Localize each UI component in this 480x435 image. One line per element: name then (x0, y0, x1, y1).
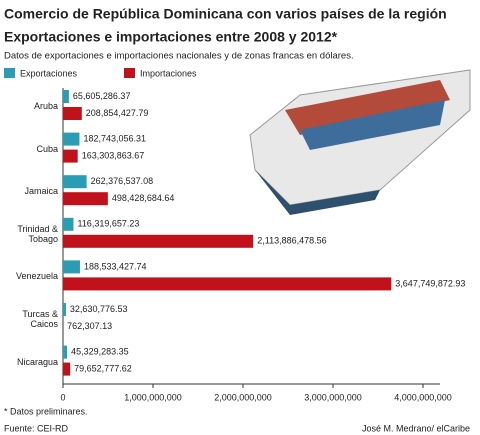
bar (63, 132, 80, 146)
value-label: 32,630,776.53 (70, 304, 128, 314)
value-label: 188,533,427.74 (84, 261, 147, 271)
x-tick-label: 1,000,000,000 (124, 392, 182, 402)
category-label: Jamaica (24, 186, 58, 197)
x-tick-label: 0 (60, 392, 65, 402)
chart-title: Comercio de República Dominicana con var… (4, 6, 447, 22)
value-label: 3,647,749,872.93 (395, 278, 465, 288)
value-label: 163,303,863.67 (82, 150, 145, 160)
footnote: * Datos preliminares. (4, 406, 88, 416)
value-label: 45,329,283.35 (71, 346, 129, 356)
bar (63, 303, 66, 316)
bar (63, 175, 87, 189)
legend-swatch (124, 68, 135, 78)
x-tick-label: 2,000,000,000 (214, 392, 272, 402)
value-label: 208,854,427.79 (86, 108, 149, 118)
bar (63, 345, 68, 359)
value-label: 65,605,286.37 (73, 91, 131, 101)
bar (63, 260, 80, 274)
legend-swatch (4, 68, 15, 78)
legend-label: Exportaciones (20, 68, 78, 78)
value-label: 79,652,777.62 (74, 363, 132, 373)
chart-subtitle: Exportaciones e importaciones entre 2008… (4, 29, 338, 45)
bar (63, 217, 74, 231)
category-label: Nicaragua (16, 356, 58, 367)
category-label: Aruba (33, 101, 58, 111)
bar (63, 192, 108, 206)
value-label: 262,376,537.08 (91, 176, 154, 186)
value-label: 182,743,056.31 (83, 133, 146, 143)
bar (63, 362, 71, 376)
legend-label: Importaciones (140, 68, 197, 78)
bar (63, 149, 78, 163)
value-label: 498,428,684.64 (112, 193, 175, 203)
chart-description: Datos de exportaciones e importaciones n… (4, 51, 354, 62)
x-tick-label: 4,000,000,000 (394, 392, 452, 402)
x-tick-label: 3,000,000,000 (304, 392, 362, 402)
value-label: 762,307.13 (67, 321, 112, 331)
credit: José M. Medrano/ elCaribe (362, 423, 470, 433)
bar (63, 90, 69, 103)
bar (63, 277, 392, 291)
source: Fuente: CEI-RD (4, 423, 69, 433)
category-label: Turcas & Caicos (22, 309, 58, 329)
ship-illustration (249, 69, 471, 215)
bar (63, 107, 82, 120)
value-label: 2,113,886,478.56 (257, 236, 326, 246)
bar (63, 234, 254, 248)
category-label: Venezuela (15, 271, 58, 282)
value-label: 116,319,657.23 (77, 219, 139, 229)
category-label: Cuba (36, 143, 58, 154)
category-label: Trinidad & Tobago (17, 223, 58, 244)
